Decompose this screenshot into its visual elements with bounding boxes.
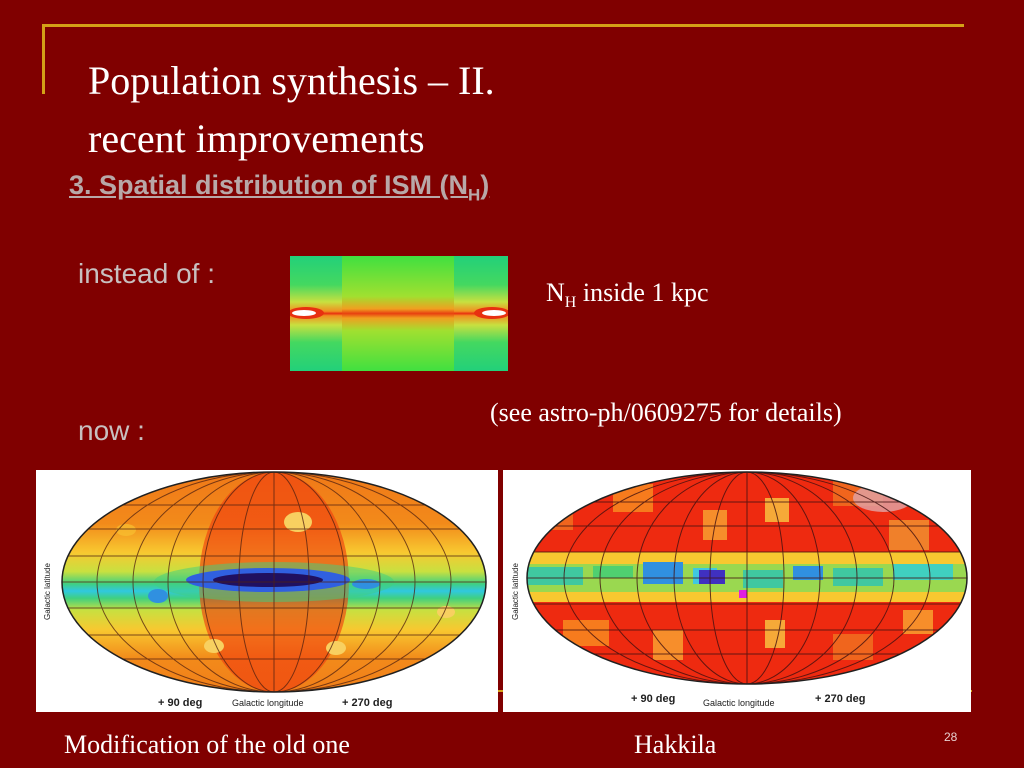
nh-caption: NH inside 1 kpc xyxy=(546,278,709,312)
frame-left-line xyxy=(42,24,45,94)
latitude-axis-label: Galactic latitude xyxy=(511,563,520,620)
section-subtitle: 3. Spatial distribution of ISM (NH) xyxy=(69,170,489,205)
title-line-1: Population synthesis – II. xyxy=(88,58,495,103)
tick-left-label: + 90 deg xyxy=(631,693,675,705)
tick-right-label: + 270 deg xyxy=(342,697,392,709)
caption-hakkila: Hakkila xyxy=(634,730,717,759)
tick-right-label: + 270 deg xyxy=(815,693,865,705)
title-line-2: recent improvements xyxy=(88,116,425,161)
reference-note: (see astro-ph/0609275 for details) xyxy=(490,398,842,427)
page-number: 28 xyxy=(944,730,958,744)
subtitle-main: 3. Spatial distribution of ISM (N xyxy=(69,170,469,200)
subtitle-end: ) xyxy=(480,170,490,200)
slide-title: Population synthesis – II. recent improv… xyxy=(88,52,495,168)
longitude-axis-label: Galactic longitude xyxy=(703,698,775,708)
nh-subscript: H xyxy=(564,294,577,312)
caption-modified: Modification of the old one xyxy=(64,730,350,759)
sky-map-hakkila: Galactic latitude + 90 deg Galactic long… xyxy=(503,470,971,712)
instead-of-label: instead of : xyxy=(78,258,215,289)
nh-symbol: N xyxy=(546,278,565,307)
sky-map-modified: Galactic latitude + 90 deg Galactic long… xyxy=(36,470,498,712)
longitude-axis-label: Galactic longitude xyxy=(232,698,304,708)
latitude-axis-label: Galactic latitude xyxy=(43,563,52,620)
subtitle-subscript: H xyxy=(468,185,481,205)
nh-rest: inside 1 kpc xyxy=(576,278,709,307)
old-nh-map xyxy=(288,256,510,371)
tick-left-label: + 90 deg xyxy=(158,697,202,709)
frame-top-line xyxy=(42,24,964,27)
now-label: now : xyxy=(78,415,145,446)
